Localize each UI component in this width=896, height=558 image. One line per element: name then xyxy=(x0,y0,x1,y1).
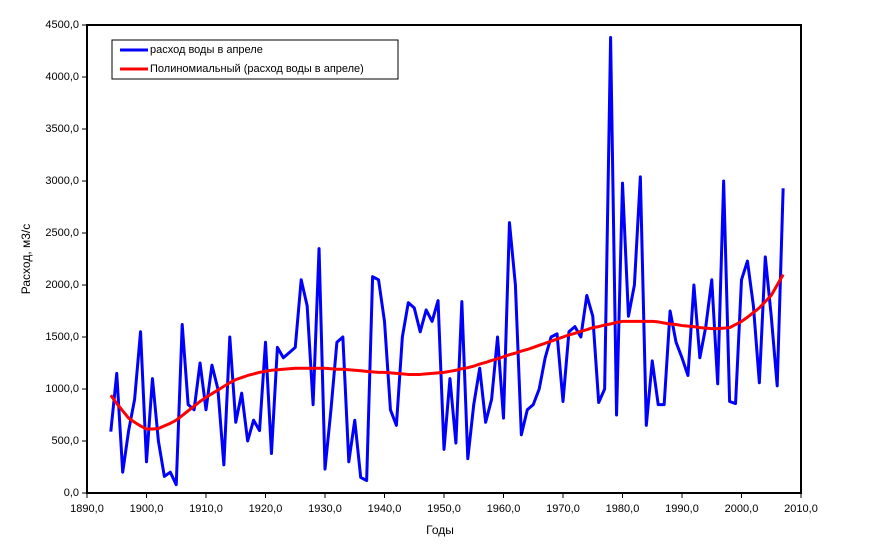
x-tick-label: 1890,0 xyxy=(70,503,104,515)
series-line xyxy=(109,273,785,431)
x-tick-label: 1990,0 xyxy=(665,503,699,515)
y-axis-label: Расход, м3/с xyxy=(19,224,33,294)
series-line xyxy=(109,35,785,487)
x-tick-label: 1960,0 xyxy=(487,503,521,515)
legend-box xyxy=(111,39,399,80)
x-tick-label: 1970,0 xyxy=(546,503,580,515)
y-tick-label: 2500,0 xyxy=(45,227,79,239)
x-tick-label: 1920,0 xyxy=(249,503,283,515)
y-tick-label: 1000,0 xyxy=(45,383,79,395)
x-tick-label: 1900,0 xyxy=(130,503,164,515)
y-tick-label: 2000,0 xyxy=(45,279,79,291)
legend-label: Полиномиальный (расход воды в апреле) xyxy=(150,63,364,75)
x-tick-label: 2010,0 xyxy=(784,503,818,515)
x-axis-label: Годы xyxy=(426,523,454,537)
x-tick-label: 1940,0 xyxy=(368,503,402,515)
x-tick-label: 1950,0 xyxy=(427,503,461,515)
y-tick-label: 4500,0 xyxy=(45,19,79,31)
y-tick-label: 500,0 xyxy=(51,435,79,447)
y-tick-label: 4000,0 xyxy=(45,71,79,83)
legend-label: расход воды в апреле xyxy=(150,44,263,56)
y-tick-label: 3500,0 xyxy=(45,123,79,135)
x-tick-label: 1910,0 xyxy=(189,503,223,515)
x-tick-label: 1930,0 xyxy=(308,503,342,515)
x-tick-label: 1980,0 xyxy=(606,503,640,515)
y-tick-label: 0,0 xyxy=(64,487,79,499)
y-tick-label: 1500,0 xyxy=(45,331,79,343)
x-tick-label: 2000,0 xyxy=(725,503,759,515)
y-tick-label: 3000,0 xyxy=(45,175,79,187)
